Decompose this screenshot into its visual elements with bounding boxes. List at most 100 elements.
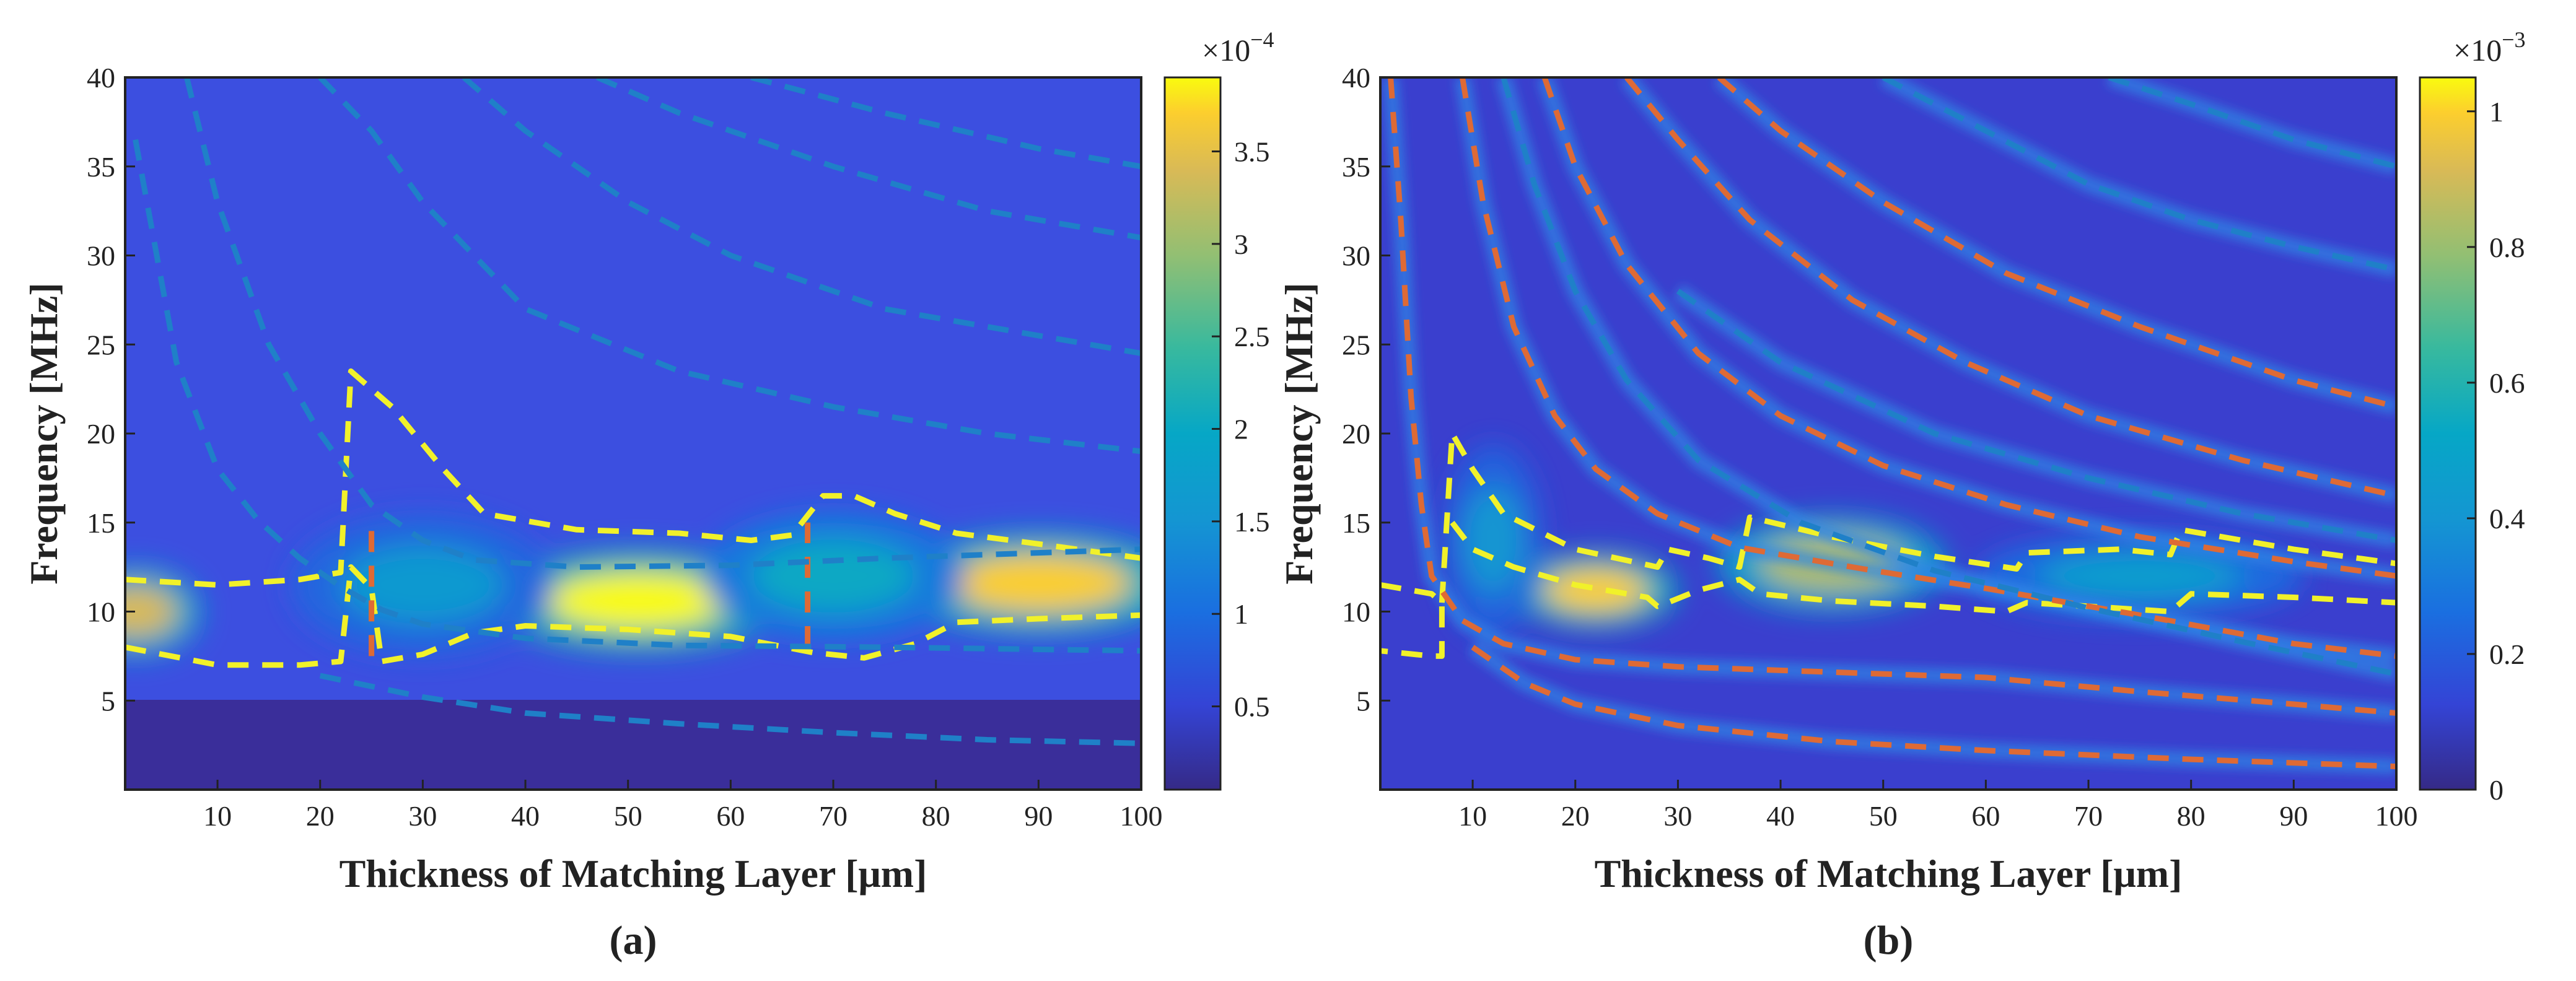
- panel-b-colorbar-multiplier: ×10−3: [2453, 27, 2526, 68]
- a-x-tick-label-3: 40: [511, 800, 540, 832]
- a-y-tick-label-7: 40: [87, 62, 115, 94]
- a-contour-1: [125, 564, 1141, 668]
- b-y-tick-label-0: 5: [1356, 685, 1370, 717]
- panel-b-colorbar-multiplier-base: ×10: [2453, 33, 2502, 68]
- a-colorbar-tick-label-3: 2: [1234, 414, 1248, 445]
- b-contour-1: [1439, 430, 2396, 603]
- a-colorbar-tick-label-4: 2.5: [1234, 321, 1270, 352]
- panel-a-x-ticks: 10 20 30 40 50 60 70 80 90 100: [203, 780, 1163, 832]
- a-contour-6: [318, 77, 1141, 455]
- panel-b-colorbar: [2419, 76, 2477, 791]
- a-x-tick-label-5: 60: [716, 800, 745, 832]
- a-x-tick-label-9: 100: [1120, 800, 1163, 832]
- a-x-tick-label-4: 50: [614, 800, 642, 832]
- b-y-tick-label-1: 10: [1342, 596, 1370, 628]
- b-hot-spot-2: [2037, 552, 2243, 600]
- b-x-tick-label-2: 30: [1663, 800, 1692, 832]
- panel-a-low-band: [125, 700, 1141, 790]
- b-x-tick-label-4: 50: [1869, 800, 1898, 832]
- b-contour-10: [1882, 77, 2396, 272]
- panel-a-colorbar-multiplier-exponent: −4: [1250, 27, 1274, 52]
- b-contour-7: [1717, 77, 2396, 410]
- panel-a-background: [125, 77, 1141, 790]
- panel-b-label: (b): [1864, 918, 1914, 963]
- a-contour-9: [750, 77, 1141, 170]
- b-y-tick-label-6: 35: [1342, 151, 1370, 183]
- panel-a: 10 20 30 40 50 60 70 80 90 100 5 10 15 20 25 30 35 40 Th…: [22, 27, 1274, 963]
- a-y-tick-label-4: 25: [87, 329, 115, 360]
- a-contour-7: [462, 77, 1141, 357]
- a-contour-5: [184, 77, 1141, 570]
- b-x-tick-label-3: 40: [1766, 800, 1795, 832]
- b-x-tick-label-1: 20: [1561, 800, 1590, 832]
- a-y-tick-label-6: 35: [87, 151, 115, 183]
- a-hot-spot-1: [546, 572, 731, 630]
- b-contour-8: [1471, 645, 2396, 770]
- b-y-tick-label-7: 40: [1342, 62, 1370, 94]
- panel-a-colorbar-multiplier: ×10−4: [1202, 27, 1274, 68]
- a-hot-spot-2: [946, 554, 1131, 612]
- panel-a-colorbar: [1163, 76, 1222, 791]
- a-x-tick-label-8: 90: [1024, 800, 1053, 832]
- a-colorbar-tick-label-0: 0.5: [1234, 691, 1270, 723]
- a-colorbar-tick-label-1: 1: [1234, 598, 1248, 630]
- panel-a-y-axis-label: Frequency [MHz]: [22, 282, 66, 585]
- a-x-tick-label-1: 20: [306, 800, 335, 832]
- b-colorbar-tick-label-0: 0: [2489, 774, 2504, 806]
- b-contour-0: [1380, 582, 1445, 659]
- a-y-tick-label-1: 10: [87, 596, 115, 628]
- panel-b-y-ticks: 5 10 15 20 25 30 35 40: [1342, 62, 1390, 717]
- a-contour-10: [319, 673, 1141, 746]
- a-x-tick-label-2: 30: [408, 800, 437, 832]
- a-hot-spot-0: [125, 586, 177, 637]
- panel-b-colorbar-ticks: 0 0.2 0.4 0.6 0.8 1: [2467, 96, 2525, 806]
- b-colorbar-tick-label-3: 0.6: [2489, 367, 2525, 399]
- panel-a-contours: [125, 77, 1141, 746]
- panel-a-y-ticks: 5 10 15 20 25 30 35 40: [87, 62, 135, 717]
- b-y-tick-label-3: 20: [1342, 418, 1370, 450]
- panel-a-colorbar-ticks: 0.5 1 1.5 2 2.5 3 3.5: [1212, 136, 1270, 723]
- a-contour-8: [596, 77, 1141, 241]
- panel-b-x-ticks: 10 20 30 40 50 60 70 80 90 100: [1458, 780, 2418, 832]
- b-x-tick-label-0: 10: [1458, 800, 1487, 832]
- b-x-tick-label-8: 90: [2279, 800, 2308, 832]
- b-x-tick-label-7: 80: [2177, 800, 2206, 832]
- a-y-tick-label-3: 20: [87, 418, 115, 450]
- a-x-tick-label-7: 80: [922, 800, 950, 832]
- b-x-tick-label-6: 70: [2074, 800, 2103, 832]
- a-colorbar-tick-label-2: 1.5: [1234, 506, 1270, 538]
- b-contour-4: [1460, 77, 2396, 659]
- b-contour-5: [1541, 77, 2396, 579]
- b-colorbar-tick-label-1: 0.2: [2489, 639, 2525, 670]
- a-x-tick-label-0: 10: [203, 800, 232, 832]
- a-hot-spot-3: [340, 546, 505, 624]
- a-colorbar-tick-label-5: 3: [1234, 229, 1248, 260]
- b-contour-9: [1500, 77, 2396, 677]
- b-contour-11: [2108, 77, 2396, 170]
- a-hot-spot-4: [751, 540, 916, 612]
- panel-b-colorbar-multiplier-exponent: −3: [2502, 27, 2525, 52]
- b-hot-spot-0: [1544, 569, 1647, 612]
- panel-b-contours: [1380, 77, 2396, 770]
- panel-b-plot-area: [1380, 77, 2396, 790]
- b-contour-2: [1450, 521, 2396, 614]
- b-colorbar-tick-label-2: 0.4: [2489, 503, 2525, 534]
- panel-a-colorbar-multiplier-base: ×10: [1202, 33, 1250, 68]
- b-y-tick-label-4: 25: [1342, 329, 1370, 360]
- b-contour-3: [1388, 77, 2396, 716]
- b-contour-6: [1624, 77, 2396, 499]
- b-y-tick-label-5: 30: [1342, 240, 1370, 272]
- panel-a-plot-area: [125, 77, 1141, 790]
- a-contour-4: [133, 139, 1141, 654]
- panel-b-x-axis-label: Thickness of Matching Layer [μm]: [1595, 852, 2183, 896]
- b-contour-12: [1676, 289, 2396, 543]
- b-x-tick-label-9: 100: [2375, 800, 2418, 832]
- a-y-tick-label-5: 30: [87, 240, 115, 272]
- b-colorbar-tick-label-5: 1: [2489, 96, 2504, 128]
- panel-b-y-axis-label: Frequency [MHz]: [1277, 282, 1321, 585]
- a-y-tick-label-2: 15: [87, 507, 115, 539]
- a-colorbar-tick-label-6: 3.5: [1234, 136, 1270, 167]
- panel-a-label: (a): [610, 918, 657, 963]
